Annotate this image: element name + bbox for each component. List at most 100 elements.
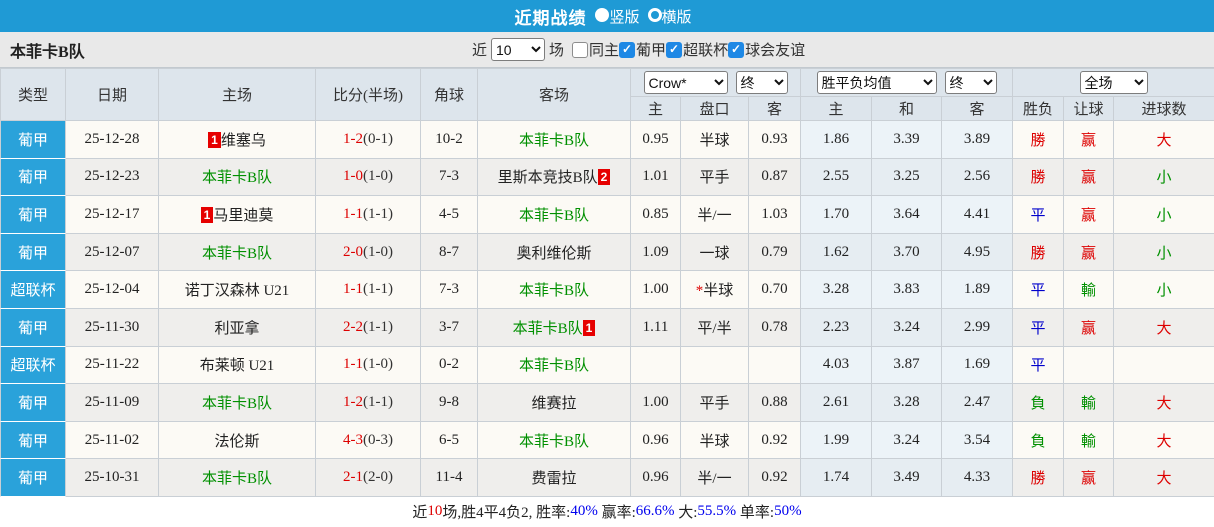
score-cell: 1-1(1-1) <box>315 195 421 234</box>
filter-checkbox-label: 葡甲 <box>636 43 667 59</box>
date-cell: 25-12-28 <box>65 120 159 159</box>
layout-radio[interactable] <box>595 7 610 22</box>
corners-cell: 9-8 <box>420 383 478 422</box>
match-row: 葡甲 25-12-07 本菲卡B队 2-0(1-0) 8-7 奥利维伦斯 1.09 一球 0.7… <box>0 232 1214 272</box>
checkbox-checked-icon[interactable]: ✓ <box>619 41 636 58</box>
results-table: 类型 日期 主场 比分(半场) 角球 客场 Crow* 终 胜 <box>0 68 1214 497</box>
team-name-text: 布莱顿 U21 <box>199 358 275 375</box>
league-cell: 葡甲 <box>0 232 66 272</box>
subheader-result: 胜负 <box>1012 96 1065 121</box>
handicap-home-odds-cell: 1.00 <box>630 383 681 422</box>
checkbox-unchecked-icon[interactable] <box>572 41 589 58</box>
footer-stat-text: 55.5% <box>697 503 737 520</box>
checkbox-checked-icon[interactable]: ✓ <box>666 41 683 58</box>
result-cell: 勝 <box>1012 458 1065 497</box>
league-filter-checkboxes: 同主 ✓ 葡甲 ✓ 超联杯 ✓ 球会友谊 <box>572 39 805 60</box>
layout-radio[interactable] <box>647 7 662 22</box>
score-cell: 2-0(1-0) <box>315 232 421 272</box>
handicap-result-cell: 赢 <box>1063 458 1115 497</box>
layout-radio-label[interactable]: 竖版 <box>609 8 640 26</box>
avg-draw-cell: 3.24 <box>871 420 943 460</box>
match-row: 葡甲 25-10-31 本菲卡B队 2-1(2-0) 11-4 费雷拉 0.96 半/一 0.9… <box>0 458 1214 497</box>
filter-bar: 本菲卡B队 近 10 场 同主 ✓ 葡甲 ✓ 超联杯 ✓ 球会友谊 <box>0 32 1214 68</box>
header-away: 客场 <box>477 68 631 121</box>
avg-draw-cell: 3.39 <box>871 120 943 159</box>
home-team-cell: 布莱顿 U21 <box>158 345 316 385</box>
date-cell: 25-11-02 <box>65 420 159 460</box>
filter-checkbox[interactable]: 同主 <box>572 39 619 60</box>
team-name-text: 本菲卡B队 <box>201 245 272 262</box>
away-team-cell: 本菲卡B队 <box>477 270 631 309</box>
filter-checkbox[interactable]: ✓ 葡甲 <box>619 39 666 60</box>
layout-radio-label[interactable]: 横版 <box>661 8 692 26</box>
league-cell: 葡甲 <box>0 157 66 197</box>
bookmaker-select[interactable]: Crow* <box>643 71 728 94</box>
avg-away-cell: 2.47 <box>941 383 1014 422</box>
average-state-select[interactable]: 终 <box>944 71 997 94</box>
away-team-cell: 里斯本竞技B队 2 <box>477 157 631 197</box>
team-name-text: 利亚拿 <box>214 320 260 337</box>
team-name-text: 诺丁汉森林 U21 <box>184 283 290 300</box>
recent-count-select[interactable]: 10 <box>491 38 546 61</box>
away-team-cell: 维赛拉 <box>477 383 631 422</box>
footer-stat-text: 10 <box>427 503 443 520</box>
result-cell: 平 <box>1012 195 1065 234</box>
average-group-header: 胜平负均值 终 <box>800 68 1014 97</box>
avg-home-cell: 2.61 <box>800 383 873 422</box>
corners-cell: 7-3 <box>420 270 478 309</box>
score-cell: 1-1(1-0) <box>315 345 421 385</box>
red-number-badge: 1 <box>200 206 214 223</box>
filter-checkbox[interactable]: ✓ 超联杯 <box>666 39 728 60</box>
footer-stat-text: 66.6% <box>635 503 675 520</box>
handicap-away-odds-cell: 0.88 <box>747 383 802 422</box>
score-cell: 4-3(0-3) <box>315 420 421 460</box>
avg-home-cell: 4.03 <box>800 345 873 385</box>
subheader-avg-draw: 和 <box>871 96 943 121</box>
avg-draw-cell: 3.83 <box>871 270 943 309</box>
star-mark: * <box>695 283 704 300</box>
home-team-cell: 法伦斯 <box>158 420 316 460</box>
goals-result-cell: 小 <box>1113 157 1214 197</box>
handicap-cell: 一球 <box>680 232 749 272</box>
red-number-badge: 1 <box>582 319 596 336</box>
date-cell: 25-11-09 <box>65 383 159 422</box>
corners-cell: 7-3 <box>420 157 478 197</box>
avg-home-cell: 3.28 <box>800 270 873 309</box>
average-select[interactable]: 胜平负均值 <box>816 71 937 94</box>
goals-result-cell: 小 <box>1113 195 1214 234</box>
avg-draw-cell: 3.25 <box>871 157 943 197</box>
result-cell: 負 <box>1012 383 1065 422</box>
avg-draw-cell: 3.49 <box>871 458 943 497</box>
footer-stat-text: 单率: <box>736 505 775 522</box>
summary-footer: 近 10 场,胜4平4负2, 胜率: 40% 赢率: 66.6% 大: 55.5% 单率:… <box>0 496 1214 527</box>
handicap-home-odds-cell: 0.96 <box>630 420 681 460</box>
header-home: 主场 <box>158 68 316 121</box>
handicap-result-cell: 輸 <box>1063 420 1115 460</box>
home-team-cell: 1 马里迪莫 <box>158 195 316 234</box>
handicap-result-cell: 赢 <box>1063 120 1115 159</box>
handicap-away-odds-cell: 1.03 <box>747 195 802 234</box>
home-team-cell: 1 维塞乌 <box>158 120 316 159</box>
handicap-result-cell: 輸 <box>1063 270 1115 309</box>
goals-result-cell: 大 <box>1113 307 1214 347</box>
scope-select[interactable]: 全场 <box>1079 71 1148 94</box>
match-row: 超联杯 25-12-04 诺丁汉森林 U21 1-1(1-1) 7-3 本菲卡B队 1.00… <box>0 270 1214 309</box>
subheader-goals-result: 进球数 <box>1113 96 1214 121</box>
avg-draw-cell: 3.87 <box>871 345 943 385</box>
header-corners: 角球 <box>420 68 478 121</box>
checkbox-checked-icon[interactable]: ✓ <box>728 41 745 58</box>
league-cell: 葡甲 <box>0 383 66 422</box>
result-cell: 勝 <box>1012 120 1065 159</box>
home-team-cell: 本菲卡B队 <box>158 383 316 422</box>
result-cell: 勝 <box>1012 157 1065 197</box>
subheader-odds-home: 主 <box>630 96 681 121</box>
handicap-away-odds-cell: 0.92 <box>747 420 802 460</box>
bookmaker-state-select[interactable]: 终 <box>735 71 788 94</box>
handicap-away-odds-cell: 0.92 <box>747 458 802 497</box>
match-row: 葡甲 25-11-02 法伦斯 4-3(0-3) 6-5 本菲卡B队 0.96 半球 0.92 1… <box>0 420 1214 460</box>
date-cell: 25-12-17 <box>65 195 159 234</box>
score-cell: 2-2(1-1) <box>315 307 421 347</box>
avg-away-cell: 2.56 <box>941 157 1014 197</box>
team-name-text: 维赛拉 <box>531 395 577 412</box>
filter-checkbox[interactable]: ✓ 球会友谊 <box>728 39 805 60</box>
